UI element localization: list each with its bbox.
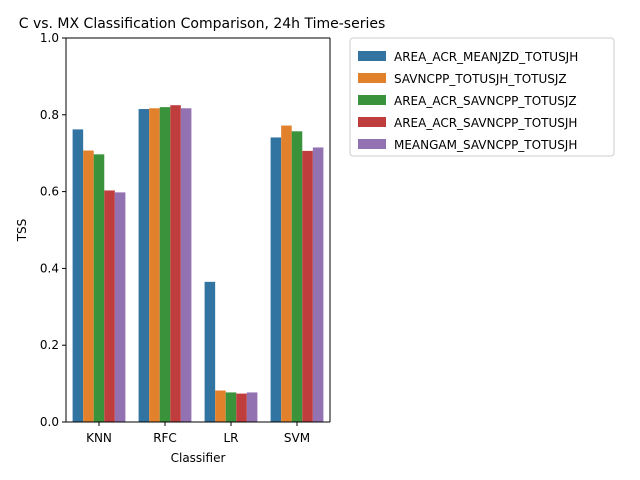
- x-axis: KNN RFC LR SVM: [86, 422, 310, 445]
- legend-frame: [349, 37, 615, 157]
- x-axis-label: Classifier: [171, 451, 226, 465]
- y-tick-label: 0.2: [40, 338, 59, 352]
- bar-lr-series-1: [204, 281, 216, 422]
- bar-knn-series-5: [114, 192, 126, 422]
- bar-svm-series-3: [291, 131, 303, 422]
- y-axis-label: TSS: [15, 219, 29, 243]
- bar-rfc-series-3: [159, 107, 171, 423]
- y-axis: 0.0 0.2 0.4 0.6 0.8 1.0: [40, 31, 66, 429]
- y-tick-label: 1.0: [40, 31, 59, 45]
- x-tick-label: KNN: [86, 431, 112, 445]
- bar-rfc-series-1: [138, 109, 150, 422]
- bar-svm-series-2: [281, 125, 292, 422]
- x-tick-label: RFC: [153, 431, 177, 445]
- legend-swatch: [358, 51, 386, 61]
- chart-title: C vs. MX Classification Comparison, 24h …: [19, 16, 386, 32]
- bar-lr-series-2: [215, 390, 226, 422]
- x-tick-label: SVM: [284, 431, 310, 445]
- legend: AREA_ACR_MEANJZD_TOTUSJH SAVNCPP_TOTUSJH_…: [349, 37, 615, 157]
- legend-swatch: [358, 117, 386, 127]
- y-tick-label: 0.4: [40, 261, 59, 275]
- x-tick-label: LR: [223, 431, 238, 445]
- bar-knn-series-3: [93, 154, 105, 423]
- legend-swatch: [358, 139, 386, 149]
- bar-rfc-series-4: [170, 105, 181, 422]
- bar-rfc-series-2: [149, 108, 160, 422]
- bar-rfc-series-5: [180, 108, 192, 422]
- bar-lr-series-5: [246, 392, 258, 422]
- bar-knn-series-1: [72, 129, 84, 422]
- legend-label: AREA_ACR_SAVNCPP_TOTUSJZ: [394, 94, 577, 108]
- y-tick-label: 0.6: [40, 185, 59, 199]
- legend-label: AREA_ACR_SAVNCPP_TOTUSJH: [394, 116, 577, 130]
- bar-knn-series-2: [83, 150, 94, 422]
- legend-label: MEANGAM_SAVNCPP_TOTUSJH: [394, 138, 577, 152]
- bar-knn-series-4: [104, 190, 115, 422]
- y-tick-label: 0.0: [40, 415, 59, 429]
- legend-label: SAVNCPP_TOTUSJH_TOTUSJZ: [394, 72, 567, 86]
- legend-swatch: [358, 73, 386, 83]
- bar-lr-series-3: [225, 392, 237, 422]
- bar-svm-series-5: [312, 147, 324, 422]
- bar-svm-series-1: [270, 137, 282, 422]
- plot-area: [65, 37, 331, 423]
- bar-lr-series-4: [236, 393, 247, 422]
- bar-svm-series-4: [302, 150, 313, 422]
- y-tick-label: 0.8: [40, 108, 59, 122]
- legend-label: AREA_ACR_MEANJZD_TOTUSJH: [394, 50, 578, 64]
- legend-swatch: [358, 95, 386, 105]
